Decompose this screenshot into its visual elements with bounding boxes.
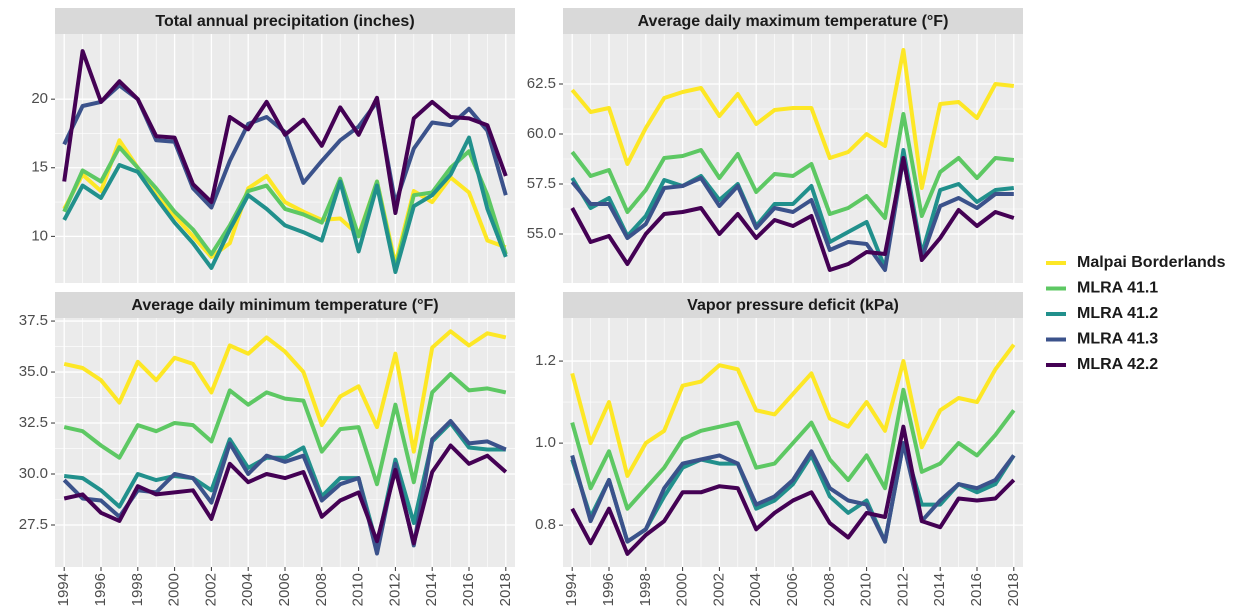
y-tick-label: 37.5 xyxy=(19,312,48,329)
legend-label: MLRA 42.2 xyxy=(1077,356,1158,373)
strip-title: Average daily maximum temperature (°F) xyxy=(638,13,949,30)
series-line: MLRA 41.1 xyxy=(63,372,507,487)
panel: Average daily maximum temperature (°F) 55… xyxy=(527,8,1023,283)
x-tick-label: 1996 xyxy=(600,573,617,606)
series-line: MLRA 42.2 xyxy=(570,424,1016,556)
y-tick-label: 32.5 xyxy=(19,414,48,431)
x-tick-label: 1994 xyxy=(563,573,580,606)
x-tick-label: 2006 xyxy=(784,573,801,606)
x-tick-label: 2000 xyxy=(166,573,183,606)
y-tick-label: 1.0 xyxy=(535,434,556,451)
series-line: MLRA 41.1 xyxy=(570,387,1016,511)
x-tick-label: 2010 xyxy=(858,573,875,606)
panel: Total annual precipitation (inches) 10 15 2… xyxy=(31,8,515,283)
y-tick-label: 20 xyxy=(31,90,48,107)
y-tick-label: 60.0 xyxy=(527,125,556,142)
strip-title: Total annual precipitation (inches) xyxy=(155,13,414,30)
y-tick-label: 35.0 xyxy=(19,363,48,380)
x-tick-label: 2016 xyxy=(460,573,477,606)
x-tick-label: 2010 xyxy=(350,573,367,606)
series-line: MLRA 41.3 xyxy=(570,441,1016,544)
legend-label: MLRA 41.3 xyxy=(1077,331,1158,348)
strip xyxy=(55,292,515,318)
series-line: MLRA 42.2 xyxy=(62,49,508,215)
strip xyxy=(55,8,515,34)
series-line: Malpai Borderlands xyxy=(63,329,507,454)
panel: Average daily minimum temperature (°F) 27… xyxy=(19,292,515,606)
x-tick-label: 2004 xyxy=(239,573,256,606)
y-tick-label: 10 xyxy=(31,227,48,244)
x-tick-label: 2000 xyxy=(674,573,691,606)
x-tick-label: 2014 xyxy=(423,573,440,606)
x-tick-label: 1998 xyxy=(129,573,146,606)
x-tick-label: 2018 xyxy=(1005,573,1022,606)
strip xyxy=(563,8,1023,34)
series-line: MLRA 41.1 xyxy=(570,112,1015,220)
y-tick-label: 0.8 xyxy=(535,516,556,533)
legend: Malpai Borderlands MLRA 41.1 MLRA 41.2 MLRA… xyxy=(1046,254,1226,373)
x-tick-label: 2008 xyxy=(313,573,330,606)
x-tick-label: 2018 xyxy=(497,573,514,606)
strip-title: Average daily minimum temperature (°F) xyxy=(131,297,438,314)
y-tick-label: 30.0 xyxy=(19,465,48,482)
x-tick-label: 1996 xyxy=(92,573,109,606)
series-line: MLRA 42.2 xyxy=(570,156,1015,272)
x-tick-label: 1994 xyxy=(55,573,72,606)
x-tick-label: 2004 xyxy=(747,573,764,606)
y-tick-label: 57.5 xyxy=(527,175,556,192)
y-tick-label: 15 xyxy=(31,159,48,176)
x-tick-label: 1998 xyxy=(637,573,654,606)
x-tick-label: 2014 xyxy=(931,573,948,606)
legend-label: MLRA 41.2 xyxy=(1077,305,1158,322)
x-tick-label: 2008 xyxy=(821,573,838,606)
series-line: Malpai Borderlands xyxy=(570,48,1015,190)
x-tick-label: 2016 xyxy=(968,573,985,606)
legend-label: Malpai Borderlands xyxy=(1077,254,1226,271)
series-line: Malpai Borderlands xyxy=(570,343,1016,478)
x-tick-label: 2002 xyxy=(202,573,219,606)
x-tick-label: 2012 xyxy=(386,573,403,606)
series-line: MLRA 41.2 xyxy=(570,148,1015,270)
x-tick-label: 2006 xyxy=(276,573,293,606)
series-line: MLRA 41.2 xyxy=(62,135,508,274)
series-line: MLRA 41.3 xyxy=(570,156,1014,272)
y-tick-label: 27.5 xyxy=(19,516,48,533)
y-tick-label: 1.2 xyxy=(535,352,556,369)
strip xyxy=(563,292,1023,318)
x-tick-label: 2012 xyxy=(894,573,911,606)
series-line: MLRA 42.2 xyxy=(63,443,508,546)
x-tick-label: 2002 xyxy=(710,573,727,606)
y-tick-label: 62.5 xyxy=(527,75,556,92)
y-tick-label: 55.0 xyxy=(527,225,556,242)
legend-label: MLRA 41.1 xyxy=(1077,280,1158,297)
panel: Vapor pressure deficit (kPa) 0.8 1.0 1.2 199… xyxy=(535,292,1023,606)
strip-title: Vapor pressure deficit (kPa) xyxy=(687,297,899,314)
